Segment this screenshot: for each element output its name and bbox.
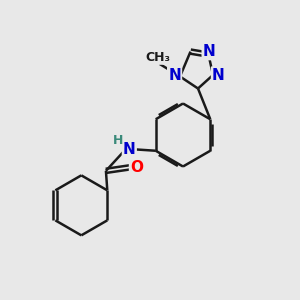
Text: N: N bbox=[212, 68, 225, 82]
Text: CH₃: CH₃ bbox=[146, 51, 171, 64]
Text: N: N bbox=[203, 44, 215, 59]
Text: H: H bbox=[113, 134, 123, 147]
Text: O: O bbox=[130, 160, 143, 175]
Text: N: N bbox=[123, 142, 136, 157]
Text: N: N bbox=[168, 68, 181, 82]
